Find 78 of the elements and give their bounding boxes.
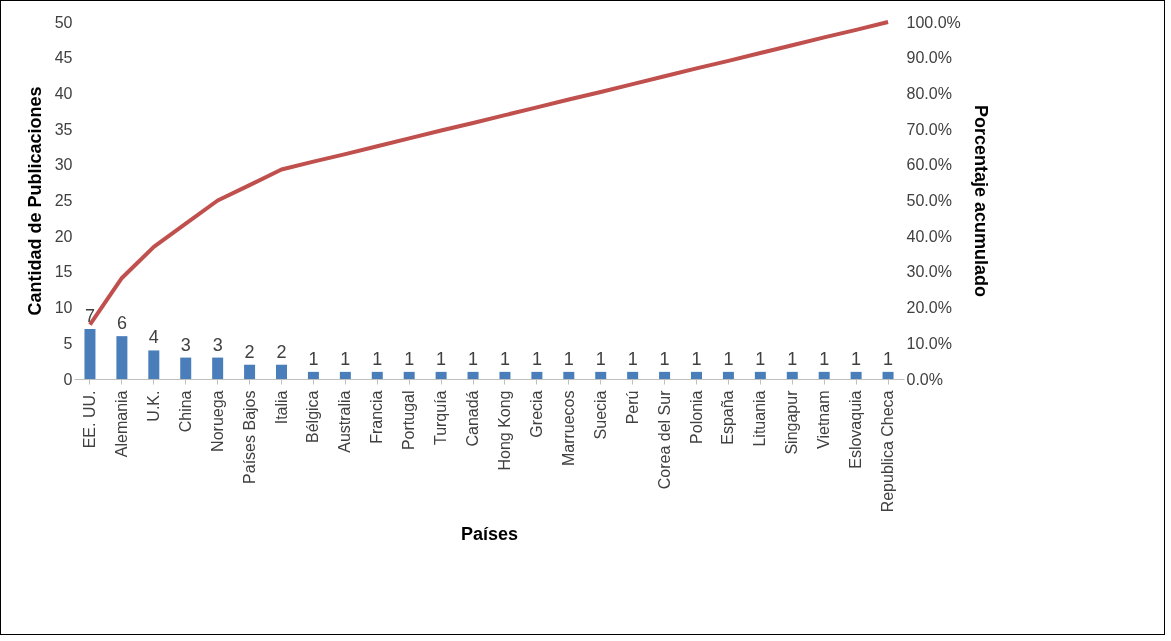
x-tick-label: Grecia xyxy=(527,390,545,438)
x-tick-label: Corea del Sur xyxy=(655,389,673,490)
x-tick-label: Hong Kong xyxy=(495,390,513,471)
x-tick-label: China xyxy=(176,390,194,433)
y-tick-label: 15 xyxy=(54,263,73,281)
data-label: 1 xyxy=(595,348,606,369)
data-label: 1 xyxy=(404,348,415,369)
y2-tick-label: 10.0% xyxy=(906,334,952,352)
data-label: 1 xyxy=(755,348,766,369)
y2-tick-label: 50.0% xyxy=(906,192,952,209)
y-tick-label: 5 xyxy=(63,334,73,352)
data-label: 2 xyxy=(276,341,287,362)
x-tick-label: Eslovaquia xyxy=(847,390,865,469)
x-tick-label: Alemania xyxy=(112,390,130,458)
x-tick-label: U.K. xyxy=(144,390,162,422)
x-tick-label: Italia xyxy=(272,390,290,425)
x-tick-label: Perú xyxy=(623,390,641,425)
x-tick-label: Polonia xyxy=(687,390,705,444)
data-label: 1 xyxy=(436,348,447,369)
data-label: 3 xyxy=(212,334,223,355)
x-tick-label: Portugal xyxy=(400,390,418,451)
y-tick-label: 30 xyxy=(54,156,73,174)
y-tick-label: 25 xyxy=(54,192,73,209)
data-label: 6 xyxy=(116,313,127,334)
data-label: 1 xyxy=(723,348,734,369)
data-label: 3 xyxy=(180,334,191,355)
data-label: 1 xyxy=(691,348,702,369)
y-axis-title: Cantidad de Publicaciones xyxy=(24,86,45,316)
data-label: 1 xyxy=(819,348,830,369)
x-tick-label: Bélgica xyxy=(304,390,322,443)
data-label: 7 xyxy=(84,306,95,327)
x-tick-label: Australia xyxy=(336,390,354,453)
data-label: 2 xyxy=(244,341,255,362)
y-tick-label: 50 xyxy=(54,13,73,31)
y2-tick-label: 60.0% xyxy=(906,156,952,174)
y-tick-label: 0 xyxy=(63,370,73,388)
y-tick-label: 35 xyxy=(54,120,73,138)
x-tick-label: Singapur xyxy=(783,389,801,455)
y2-tick-label: 90.0% xyxy=(906,49,952,67)
y2-tick-label: 100.0% xyxy=(906,13,961,31)
y2-tick-label: 40.0% xyxy=(906,227,952,245)
x-tick-label: Lituania xyxy=(751,390,769,447)
y-tick-label: 10 xyxy=(54,299,73,317)
data-label: 1 xyxy=(627,348,638,369)
data-label: 1 xyxy=(883,348,894,369)
y-tick-label: 20 xyxy=(54,227,73,245)
y2-tick-label: 20.0% xyxy=(906,299,952,317)
y2-tick-label: 70.0% xyxy=(906,120,952,138)
data-label: 1 xyxy=(308,348,319,369)
y2-tick-label: 0.0% xyxy=(906,370,943,388)
x-tick-label: Países Bajos xyxy=(240,390,258,484)
data-label: 1 xyxy=(340,348,351,369)
data-label: 1 xyxy=(531,348,542,369)
y2-axis-title: Porcentaje acumulado xyxy=(970,104,991,298)
x-tick-label: España xyxy=(719,390,737,445)
x-tick-label: EE. UU. xyxy=(80,390,98,449)
data-label: 1 xyxy=(787,348,798,369)
data-label: 1 xyxy=(563,348,574,369)
data-label: 4 xyxy=(148,327,159,348)
x-tick-label: Noruega xyxy=(208,390,226,452)
x-tick-label: Turquía xyxy=(432,390,450,446)
y-tick-label: 45 xyxy=(54,49,73,67)
data-label: 1 xyxy=(659,348,670,369)
x-tick-label: Vietnam xyxy=(815,390,833,449)
y-tick-label: 40 xyxy=(54,84,73,102)
line-series xyxy=(87,20,891,327)
y2-tick-label: 80.0% xyxy=(906,84,952,102)
data-label: 1 xyxy=(851,348,862,369)
x-tick-label: Republica Checa xyxy=(879,390,897,513)
y2-tick-label: 30.0% xyxy=(906,263,952,281)
data-label: 1 xyxy=(468,348,479,369)
data-label: 1 xyxy=(499,348,510,369)
data-label: 1 xyxy=(372,348,383,369)
x-tick-label: Canadá xyxy=(464,390,482,447)
x-tick-label: Marruecos xyxy=(559,390,577,467)
x-axis-title: Países xyxy=(460,524,519,545)
x-tick-label: Francia xyxy=(368,390,386,444)
x-tick-label: Suecia xyxy=(591,390,609,440)
